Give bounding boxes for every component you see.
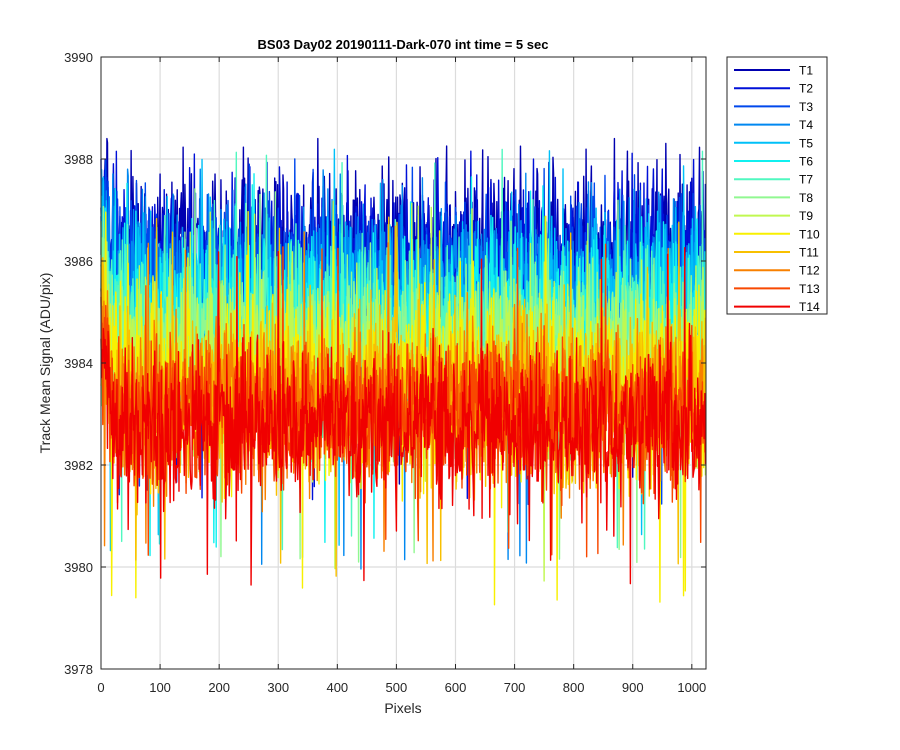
- x-tick-label: 0: [97, 680, 104, 695]
- x-tick-label: 900: [622, 680, 644, 695]
- legend-label-t3: T3: [799, 100, 813, 114]
- y-tick-label: 3980: [64, 560, 93, 575]
- data-lines: [100, 137, 707, 606]
- y-tick-label: 3984: [64, 356, 93, 371]
- legend: T1 T2 T3 T4 T5 T6 T7 T8 T9 T10 T11 T12 T13 T14: [726, 56, 828, 315]
- legend-label-t7: T7: [799, 173, 813, 187]
- x-tick-label: 400: [326, 680, 348, 695]
- chart-title: BS03 Day02 20190111-Dark-070 int time = …: [258, 37, 549, 52]
- x-tick-label: 800: [563, 680, 585, 695]
- legend-label-t14: T14: [799, 300, 820, 314]
- legend-label-t13: T13: [799, 282, 820, 296]
- legend-label-t12: T12: [799, 264, 820, 278]
- y-tick-label: 3988: [64, 152, 93, 167]
- x-axis-label: Pixels: [384, 700, 421, 716]
- x-tick-label: 200: [208, 680, 230, 695]
- legend-label-t4: T4: [799, 118, 813, 132]
- legend-label-t8: T8: [799, 191, 813, 205]
- legend-label-t10: T10: [799, 227, 820, 241]
- y-tick-label: 3982: [64, 458, 93, 473]
- legend-label-t1: T1: [799, 64, 813, 78]
- legend-label-t11: T11: [799, 246, 819, 260]
- x-tick-label: 500: [386, 680, 408, 695]
- y-tick-label: 3990: [64, 50, 93, 65]
- x-tick-label: 100: [149, 680, 171, 695]
- legend-label-t5: T5: [799, 136, 813, 150]
- legend-label-t6: T6: [799, 155, 813, 169]
- x-tick-label: 600: [445, 680, 467, 695]
- y-tick-label: 3986: [64, 254, 93, 269]
- y-tick-label: 3978: [64, 662, 93, 677]
- x-tick-label: 700: [504, 680, 526, 695]
- legend-label-t2: T2: [799, 82, 813, 96]
- axis-ticks: 0 100 200 300 400 500 600 700 800 900 1000 3978 3980…: [64, 50, 706, 695]
- series-line-t14: [100, 246, 707, 586]
- x-tick-label: 300: [267, 680, 289, 695]
- y-axis-label: Track Mean Signal (ADU/pix): [37, 273, 53, 454]
- legend-label-t9: T9: [799, 209, 813, 223]
- x-tick-label: 1000: [677, 680, 706, 695]
